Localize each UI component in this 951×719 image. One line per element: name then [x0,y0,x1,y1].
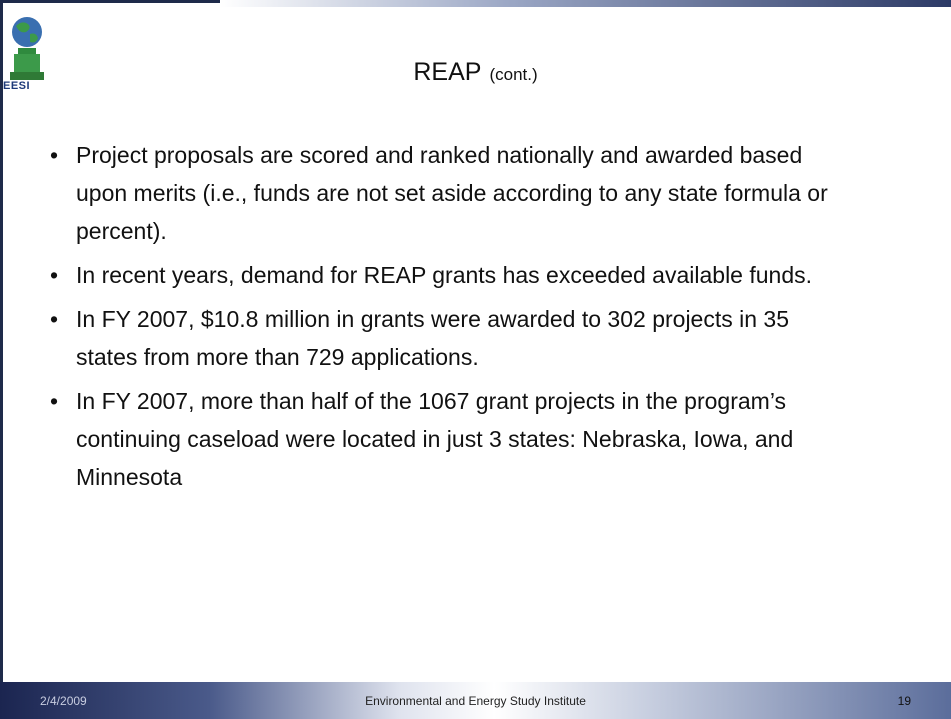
top-bar [220,0,951,7]
title: REAP [413,58,482,86]
logo-text: EESI [3,80,31,92]
bullet: In recent years, demand for REAP grants … [50,256,850,294]
left-border [0,0,3,719]
page-number: 19 [897,694,911,708]
bullet: In FY 2007, $10.8 million in grants were… [50,300,850,376]
subtitle: (cont.) [489,65,538,84]
footer-organization: Environmental and Energy Study Institute [365,694,586,708]
footer-date: 2/4/2009 [40,694,87,708]
logo [10,17,44,80]
bullet: Project proposals are scored and ranked … [50,136,850,250]
bullet-list: Project proposals are scored and ranked … [50,136,850,502]
slide-title: REAP (cont.) [0,58,951,87]
footer: 2/4/2009 Environmental and Energy Study … [0,682,951,719]
bullet: In FY 2007, more than half of the 1067 g… [50,382,850,496]
